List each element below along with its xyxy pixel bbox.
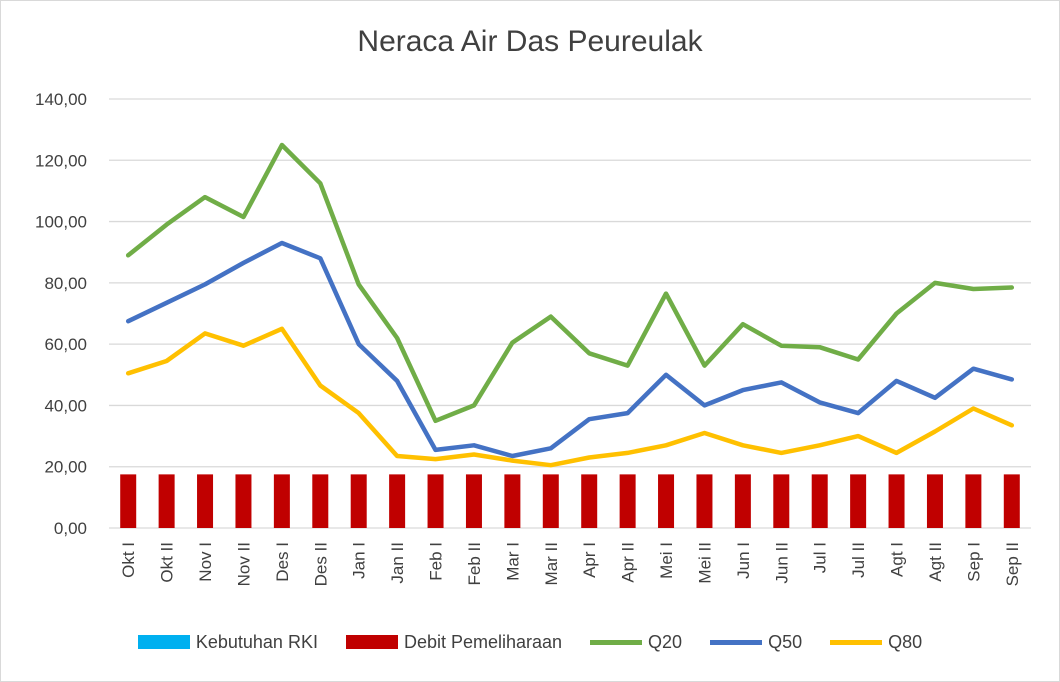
bar-debit-pemeliharaan (965, 474, 982, 528)
x-tick-label: Apr II (619, 542, 638, 583)
x-tick-label: Sep I (964, 542, 983, 582)
bar-debit-pemeliharaan (850, 474, 867, 528)
bar-debit-pemeliharaan (197, 474, 214, 528)
legend-item: Q50 (710, 632, 802, 653)
bar-debit-pemeliharaan (1003, 474, 1020, 528)
legend-label: Kebutuhan RKI (195, 631, 318, 652)
bar-debit-pemeliharaan (235, 474, 252, 528)
bar-debit-pemeliharaan (427, 474, 444, 528)
legend: Kebutuhan RKI Debit Pemeliharaan Q20 Q50 Q80 (1, 627, 1059, 657)
legend-item: Kebutuhan RKI (137, 631, 318, 653)
x-tick-label: Des I (273, 542, 292, 582)
bar-debit-pemeliharaan (619, 474, 636, 528)
y-tick-label: 60,00 (44, 335, 87, 354)
x-tick-label: Mei I (657, 542, 676, 579)
x-tick-label: Okt II (158, 542, 177, 583)
x-tick-label: Agt I (888, 542, 907, 577)
x-tick-label: Jul I (811, 542, 830, 573)
bar-debit-pemeliharaan (273, 474, 290, 528)
legend-swatch (137, 635, 190, 649)
bar-debit-pemeliharaan (734, 474, 751, 528)
bar-debit-pemeliharaan (926, 474, 943, 528)
bar-debit-pemeliharaan (120, 474, 137, 528)
x-tick-label: Jun I (734, 542, 753, 579)
x-tick-label: Mar II (542, 542, 561, 585)
bar-debit-pemeliharaan (504, 474, 521, 528)
x-tick-label: Feb II (465, 542, 484, 585)
series-line-q50 (125, 240, 1015, 459)
bar-debit-pemeliharaan (158, 474, 175, 528)
chart-title: Neraca Air Das Peureulak (357, 25, 703, 58)
legend-label: Q80 (888, 631, 923, 652)
x-tick-label: Nov I (196, 542, 215, 582)
legend-swatch (590, 639, 643, 645)
bar-debit-pemeliharaan (696, 474, 713, 528)
legend-item: Debit Pemeliharaan (345, 631, 563, 653)
bar-debit-pemeliharaan (658, 474, 675, 528)
bar-debit-pemeliharaan (581, 474, 598, 528)
bar-debit-pemeliharaan (465, 474, 482, 528)
y-tick-label: 40,00 (44, 396, 87, 415)
legend-item: Q20 (590, 632, 682, 653)
legend-swatch (345, 635, 398, 649)
bar-debit-pemeliharaan (773, 474, 790, 528)
x-tick-label: Jan II (388, 542, 407, 584)
y-tick-label: 0,00 (54, 519, 87, 538)
bar-debit-pemeliharaan (811, 474, 828, 528)
x-tick-label: Jan I (350, 542, 369, 579)
bar-debit-pemeliharaan (350, 474, 367, 528)
x-tick-label: Jul II (849, 542, 868, 578)
x-tick-label: Mei II (695, 542, 714, 584)
legend-label: Debit Pemeliharaan (403, 631, 563, 652)
legend-label: Q50 (768, 631, 803, 652)
x-tick-label: Agt II (926, 542, 945, 582)
bar-debit-pemeliharaan (888, 474, 905, 528)
bar-debit-pemeliharaan (312, 474, 329, 528)
x-tick-label: Des II (311, 542, 330, 586)
x-tick-label: Sep II (1003, 542, 1022, 586)
series-line-q80 (125, 326, 1015, 468)
y-tick-label: 100,00 (35, 213, 87, 232)
x-tick-label: Jun II (772, 542, 791, 584)
bar-debit-pemeliharaan (389, 474, 406, 528)
legend-swatch (710, 639, 763, 645)
bar-debit-pemeliharaan (542, 474, 559, 528)
x-tick-label: Nov II (234, 542, 253, 586)
y-tick-label: 120,00 (35, 151, 87, 170)
legend-swatch (830, 639, 883, 645)
legend-label: Q20 (648, 631, 683, 652)
x-tick-label: Okt I (119, 542, 138, 578)
y-tick-label: 20,00 (44, 458, 87, 477)
x-tick-label: Mar I (503, 542, 522, 581)
series-line-q20 (125, 142, 1015, 424)
legend-item: Q80 (830, 632, 922, 653)
y-tick-label: 80,00 (44, 274, 87, 293)
y-tick-label: 140,00 (35, 90, 87, 109)
x-tick-label: Feb I (427, 542, 446, 581)
x-tick-label: Apr I (580, 542, 599, 578)
